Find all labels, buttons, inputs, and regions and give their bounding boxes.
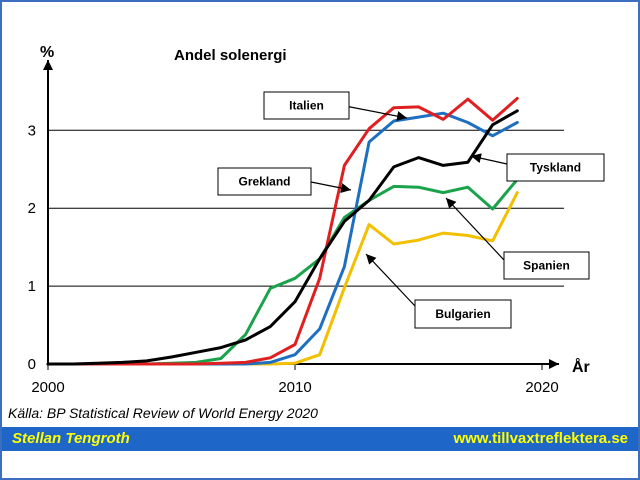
y-tick-label: 0 xyxy=(28,356,36,373)
website-link[interactable]: www.tillvaxtreflektera.se xyxy=(453,430,628,447)
callout-box-tyskland xyxy=(506,153,605,182)
series-line-spanien xyxy=(46,177,519,366)
gridlines xyxy=(48,129,564,287)
callout-arrow-tyskland xyxy=(470,153,508,165)
callout-box-bulgarien xyxy=(414,299,512,329)
callout-box-italien xyxy=(263,91,350,120)
y-axis-label: % xyxy=(40,44,54,61)
x-axis-label: År xyxy=(572,357,590,376)
callout-label-bulgarien: Bulgarien xyxy=(435,307,490,321)
callout-label-grekland: Grekland xyxy=(238,175,290,189)
callout-box-grekland xyxy=(217,167,312,196)
callout-arrow-grekland xyxy=(310,181,352,193)
series-line-tyskland xyxy=(46,109,519,366)
callout-box-spanien xyxy=(503,251,590,280)
x-tick-label: 2000 xyxy=(31,379,64,396)
callout-label-tyskland: Tyskland xyxy=(530,161,581,175)
series-line-italien xyxy=(46,96,519,366)
callout-arrow-bulgarien xyxy=(365,253,416,307)
y-tick-label: 2 xyxy=(28,200,36,217)
series-callouts: Italien Grekland Tyskland Spanien Bulgarien xyxy=(217,91,605,329)
author-name: Stellan Tengroth xyxy=(12,430,130,447)
tick-labels: 2000 2010 2020 0 1 2 3 xyxy=(28,122,559,396)
source-note: Källa: BP Statistical Review of World En… xyxy=(8,405,318,421)
x-tick-label: 2020 xyxy=(525,379,558,396)
series-lines xyxy=(46,96,519,366)
callout-label-italien: Italien xyxy=(289,99,324,113)
callout-arrow-spanien xyxy=(445,197,505,261)
y-tick-label: 1 xyxy=(28,278,36,295)
y-tick-label: 3 xyxy=(28,122,36,139)
footer-bar: Stellan Tengroth www.tillvaxtreflektera.… xyxy=(2,427,638,451)
series-line-bulgarien xyxy=(46,191,519,366)
callout-label-spanien: Spanien xyxy=(523,259,570,273)
chart-title: Andel solenergi xyxy=(174,47,287,64)
x-tick-label: 2010 xyxy=(278,379,311,396)
callout-arrow-italien xyxy=(339,104,408,122)
